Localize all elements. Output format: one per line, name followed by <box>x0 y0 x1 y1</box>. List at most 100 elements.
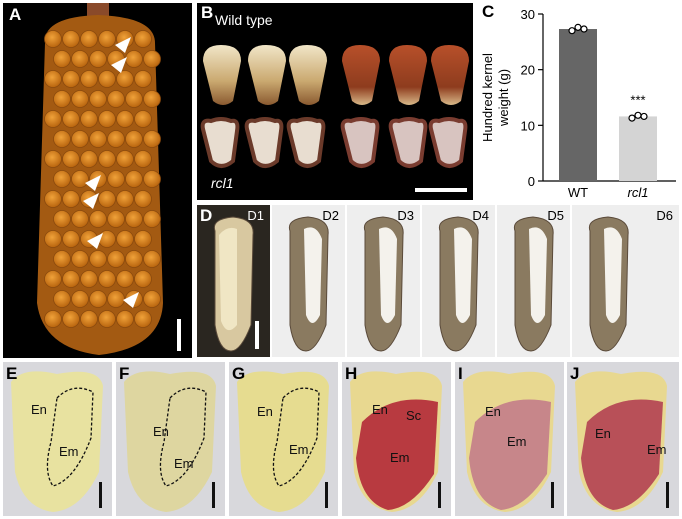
kernel <box>116 150 134 168</box>
kernel <box>107 210 125 228</box>
data-point <box>628 114 636 122</box>
y-tick-label: 30 <box>521 7 535 22</box>
kernel <box>89 210 107 228</box>
kernel <box>98 70 116 88</box>
kernel <box>62 310 80 328</box>
kernel <box>44 110 62 128</box>
panel-i-section: I En Em <box>455 362 564 516</box>
kernel <box>116 270 134 288</box>
kernel <box>62 270 80 288</box>
kernel <box>62 70 80 88</box>
stage-panel-d6: D6 <box>572 205 679 357</box>
kernel <box>89 290 107 308</box>
y-axis-label: Hundred kernelweight (g) <box>480 53 511 142</box>
kernel <box>62 30 80 48</box>
panel-label-d: D <box>200 206 213 225</box>
kernel <box>134 70 152 88</box>
stage-panel-d5: D5 <box>497 205 570 357</box>
data-point <box>640 112 648 121</box>
hundred-kernel-weight-chart: 0 10 20 30 Hundred kernelweight (g) WT rcl1 *** <box>480 7 676 200</box>
embryo-outline <box>159 387 207 487</box>
panel-c-chart: C 0 10 20 30 Hundred kernelweight (g) WT rcl1 *… <box>478 0 682 205</box>
panel-label-e: E <box>6 364 18 383</box>
kernel <box>53 290 71 308</box>
kernel <box>143 50 161 68</box>
scale-bar-a <box>177 319 181 351</box>
panel-g-section: G En Em <box>229 362 338 516</box>
kernel <box>62 190 80 208</box>
panel-h-section: H En Sc Em <box>342 362 451 516</box>
kernel <box>143 130 161 148</box>
tissue-label-scutellum: Sc <box>406 408 422 423</box>
kernel <box>53 50 71 68</box>
panel-label-h: H <box>345 364 358 383</box>
y-tick-label: 20 <box>521 63 535 78</box>
kernel <box>98 230 116 248</box>
kernel <box>134 150 152 168</box>
panel-label-a: A <box>9 5 22 24</box>
kernel <box>125 90 143 108</box>
kernel <box>44 270 62 288</box>
section-image <box>237 371 329 512</box>
kernel <box>44 150 62 168</box>
kernel <box>80 310 98 328</box>
data-point <box>634 111 642 119</box>
section-image <box>11 371 103 512</box>
kernel <box>80 150 98 168</box>
scale-bar-g <box>325 482 328 508</box>
panel-f-section: F En Em <box>116 362 225 516</box>
data-point <box>568 27 576 35</box>
kernel <box>71 290 89 308</box>
kernel <box>134 30 152 48</box>
tissue-label-embryo: Em <box>507 434 527 449</box>
stage-label: D4 <box>472 208 489 223</box>
data-point <box>580 25 588 33</box>
panel-label-i: I <box>458 364 463 383</box>
data-point <box>574 23 582 31</box>
panel-label-f: F <box>119 364 130 383</box>
panel-e-section: E En Em <box>3 362 112 516</box>
kernel <box>125 130 143 148</box>
kernel-section <box>438 216 479 352</box>
panel-j-section: J En Em <box>567 362 679 516</box>
scale-bar-f <box>212 482 215 508</box>
stage-label: D6 <box>656 208 673 223</box>
kernel <box>134 190 152 208</box>
panel-label-j: J <box>570 364 580 383</box>
panel-b-kernels: B Wild type rcl1 <box>197 3 473 200</box>
section-image <box>575 371 667 512</box>
kernel <box>71 50 89 68</box>
section-image <box>463 371 555 512</box>
kernel <box>71 210 89 228</box>
tissue-label-endosperm: En <box>257 404 273 419</box>
kernel <box>53 250 71 268</box>
kernel <box>98 30 116 48</box>
scale-bar-e <box>99 482 102 508</box>
tissue-label-embryo: Em <box>390 450 410 465</box>
kernel-section <box>213 216 254 352</box>
scale-bar-h <box>438 482 441 508</box>
tissue-label-endosperm: En <box>31 402 47 417</box>
stage-panel-d3: D3 <box>347 205 420 357</box>
scale-bar-b <box>415 188 467 192</box>
arrowhead-markers <box>83 37 139 308</box>
kernel <box>116 190 134 208</box>
kernel <box>89 250 107 268</box>
kernel <box>71 250 89 268</box>
kernel <box>98 310 116 328</box>
panel-label-b: B <box>201 3 214 22</box>
scale-bar-d <box>255 321 259 349</box>
tissue-label-endosperm: En <box>595 426 611 441</box>
tissue-label-embryo: Em <box>289 442 309 457</box>
kernel <box>44 230 62 248</box>
kernel <box>143 210 161 228</box>
kernel <box>125 50 143 68</box>
kernel <box>71 170 89 188</box>
kernel <box>143 250 161 268</box>
stage-label: D5 <box>547 208 564 223</box>
section-image <box>350 371 442 512</box>
kernel <box>107 170 125 188</box>
kernel <box>98 150 116 168</box>
kernel <box>44 30 62 48</box>
rcl1-label: rcl1 <box>211 175 234 191</box>
